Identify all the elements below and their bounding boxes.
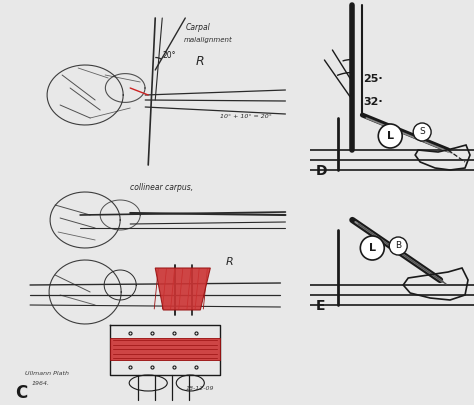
Text: R: R xyxy=(225,257,233,267)
Text: 20°: 20° xyxy=(162,51,176,60)
Text: 1964.: 1964. xyxy=(32,381,50,386)
Text: malalignment: malalignment xyxy=(183,37,232,43)
Circle shape xyxy=(378,124,402,148)
Text: D: D xyxy=(316,164,327,178)
Text: Carpal: Carpal xyxy=(185,23,210,32)
Circle shape xyxy=(389,237,407,255)
Text: L: L xyxy=(387,131,394,141)
Text: collinear carpus,: collinear carpus, xyxy=(130,183,193,192)
Text: S: S xyxy=(419,128,425,136)
Text: 32·: 32· xyxy=(363,97,383,107)
Text: Ullmann Plath: Ullmann Plath xyxy=(25,371,69,376)
Text: 18-12-09: 18-12-09 xyxy=(185,386,214,391)
Text: E: E xyxy=(316,299,325,313)
Text: 10° + 10° = 20°: 10° + 10° = 20° xyxy=(220,114,272,119)
Circle shape xyxy=(413,123,431,141)
Circle shape xyxy=(360,236,384,260)
Text: R: R xyxy=(195,55,204,68)
Text: C: C xyxy=(15,384,27,402)
Text: B: B xyxy=(395,241,401,251)
Text: L: L xyxy=(369,243,376,253)
Polygon shape xyxy=(110,338,220,360)
Text: 25·: 25· xyxy=(363,74,383,84)
Polygon shape xyxy=(155,268,210,310)
